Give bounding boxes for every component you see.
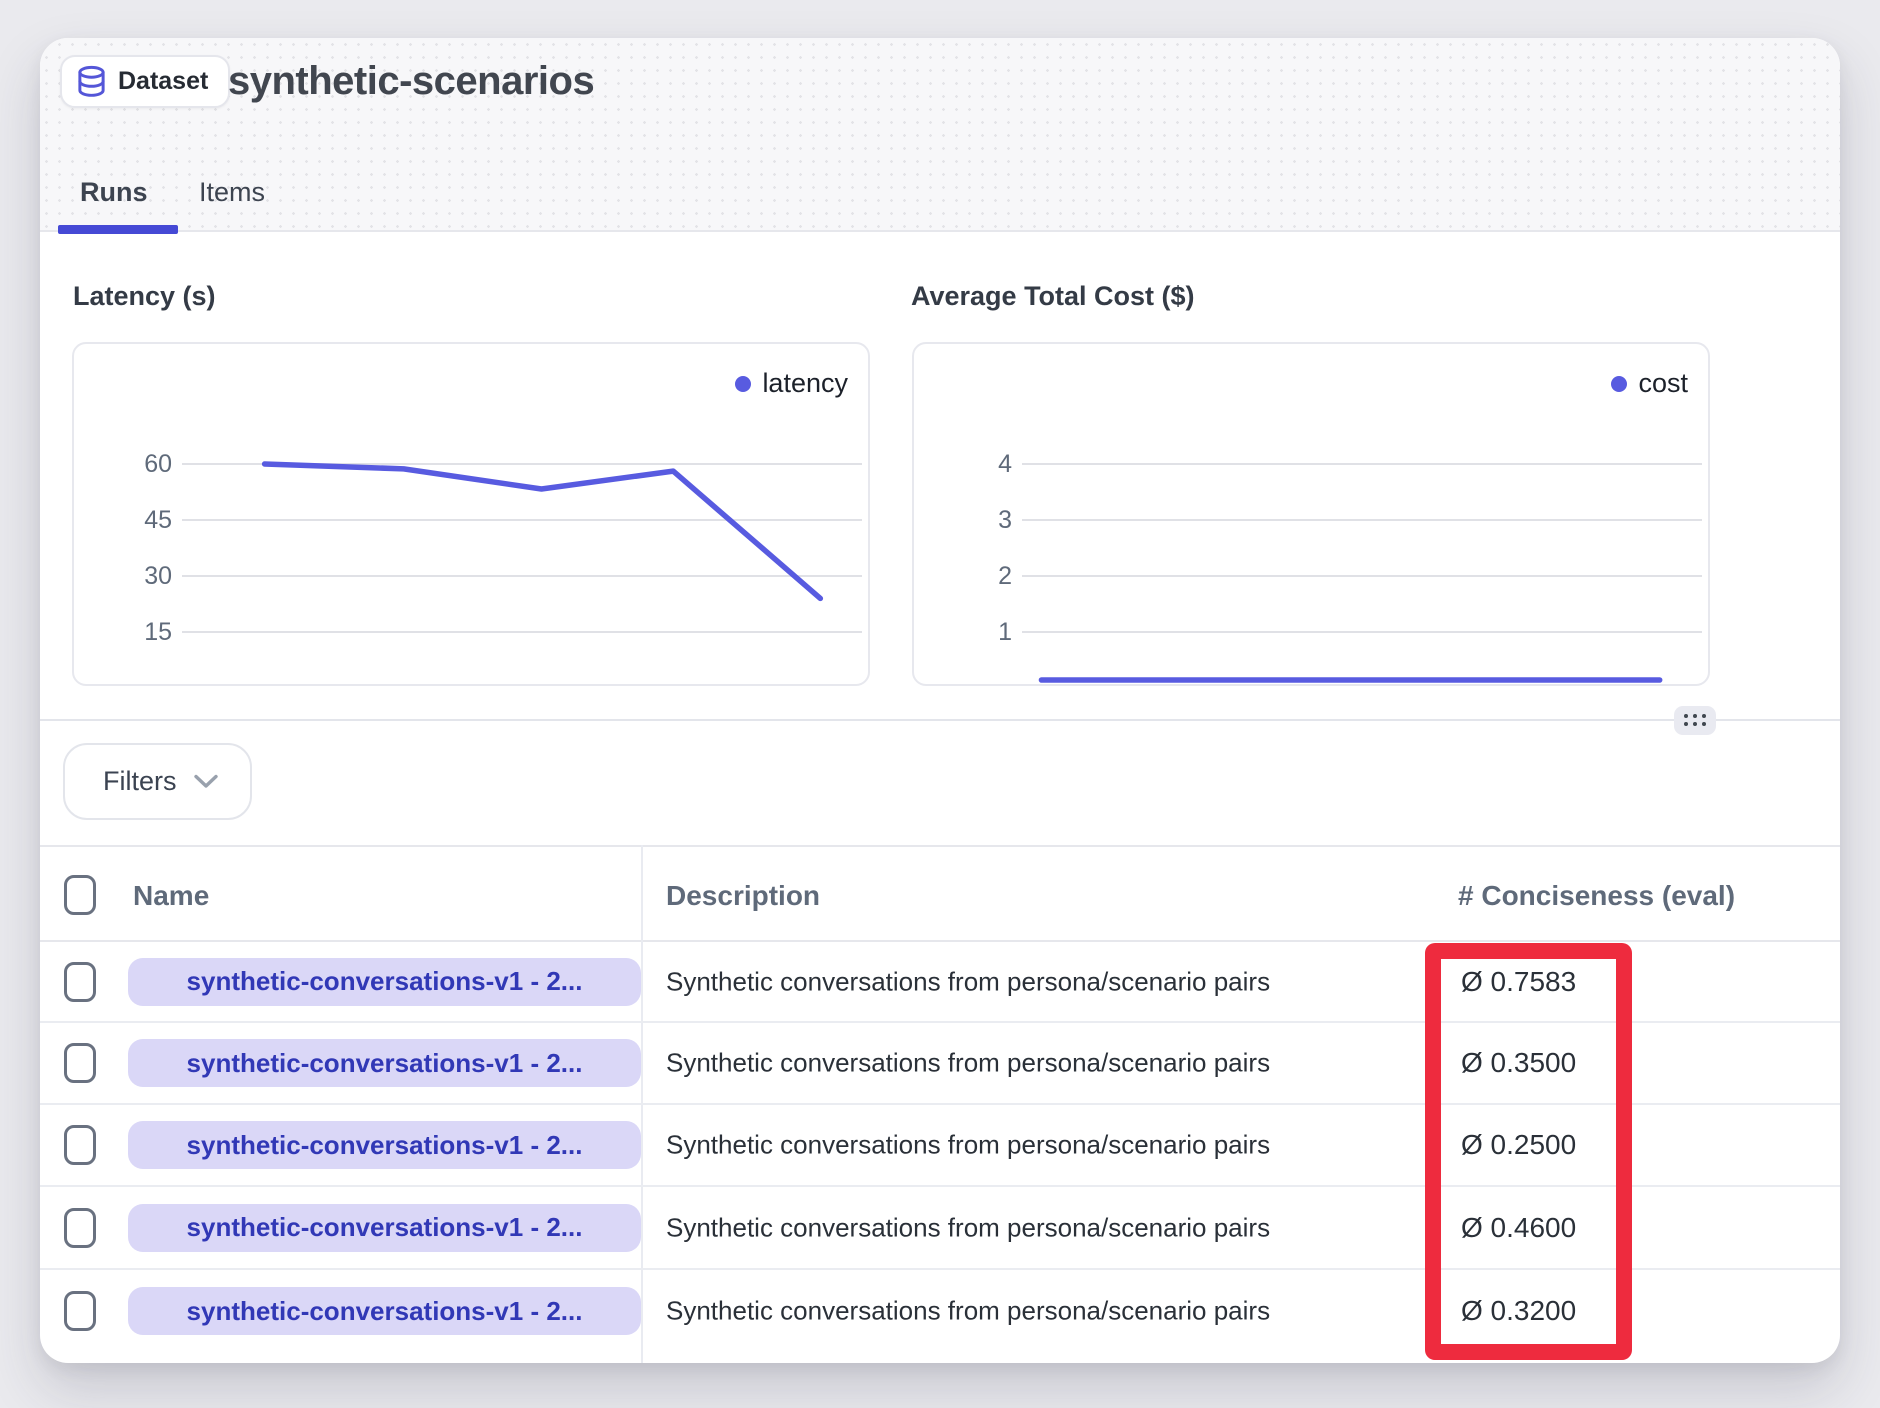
run-name-pill[interactable]: synthetic-conversations-v1 - 2...	[128, 958, 641, 1006]
row-checkbox[interactable]	[64, 962, 96, 1002]
table-row: synthetic-conversations-v1 - 2... Synthet…	[40, 1187, 1840, 1270]
y-axis-tick-label: 60	[74, 448, 172, 480]
table-row: synthetic-conversations-v1 - 2... Synthet…	[40, 942, 1840, 1023]
y-axis-tick-label: 2	[914, 560, 1012, 592]
cost-legend-label: cost	[1638, 368, 1688, 399]
run-description: Synthetic conversations from persona/sce…	[666, 1130, 1270, 1161]
cost-chart-title: Average Total Cost ($)	[911, 281, 1195, 312]
conciseness-value: Ø 0.3200	[1461, 1295, 1576, 1327]
run-name-label: synthetic-conversations-v1 - 2...	[187, 1130, 583, 1161]
database-icon	[76, 65, 107, 99]
active-tab-indicator	[58, 225, 178, 234]
latency-chart-title: Latency (s)	[73, 281, 216, 312]
grip-dots-icon	[1684, 714, 1707, 727]
table-body: synthetic-conversations-v1 - 2... Synthet…	[40, 942, 1840, 1363]
y-axis-tick-label: 15	[74, 616, 172, 648]
row-checkbox[interactable]	[64, 1291, 96, 1331]
filters-button-label: Filters	[103, 766, 177, 797]
table-row: synthetic-conversations-v1 - 2... Synthet…	[40, 1270, 1840, 1363]
chevron-down-icon	[194, 774, 218, 789]
charts-table-divider	[40, 719, 1840, 721]
badge-label: Dataset	[118, 67, 208, 96]
latency-legend-label: latency	[762, 368, 848, 399]
run-description: Synthetic conversations from persona/sce…	[666, 1048, 1270, 1079]
cost-chart: cost 4 3 2 1	[912, 342, 1710, 686]
cost-legend: cost	[1611, 368, 1688, 399]
dataset-card: Dataset synthetic-scenarios Runs Items L…	[40, 38, 1840, 1363]
column-header-name[interactable]: Name	[133, 847, 209, 944]
cost-legend-dot-icon	[1611, 376, 1627, 392]
conciseness-value: Ø 0.2500	[1461, 1129, 1576, 1161]
page-title: synthetic-scenarios	[228, 59, 594, 104]
y-axis-tick-label: 4	[914, 448, 1012, 480]
run-description: Synthetic conversations from persona/sce…	[666, 966, 1270, 997]
run-name-pill[interactable]: synthetic-conversations-v1 - 2...	[128, 1039, 641, 1087]
run-name-pill[interactable]: synthetic-conversations-v1 - 2...	[128, 1121, 641, 1169]
column-header-conciseness[interactable]: # Conciseness (eval)	[1458, 847, 1735, 944]
filters-button[interactable]: Filters	[63, 743, 252, 820]
latency-chart: latency 60 45 30 15	[72, 342, 870, 686]
conciseness-value: Ø 0.4600	[1461, 1212, 1576, 1244]
run-name-pill[interactable]: synthetic-conversations-v1 - 2...	[128, 1204, 641, 1252]
run-name-label: synthetic-conversations-v1 - 2...	[187, 1212, 583, 1243]
run-name-label: synthetic-conversations-v1 - 2...	[187, 1296, 583, 1327]
y-axis-tick-label: 3	[914, 504, 1012, 536]
tab-runs[interactable]: Runs	[80, 177, 148, 208]
tab-items[interactable]: Items	[199, 177, 265, 208]
column-header-description[interactable]: Description	[666, 847, 820, 944]
select-all-checkbox[interactable]	[64, 875, 96, 915]
conciseness-value: Ø 0.7583	[1461, 966, 1576, 998]
y-axis-tick-label: 30	[74, 560, 172, 592]
latency-legend: latency	[735, 368, 848, 399]
table-row: synthetic-conversations-v1 - 2... Synthet…	[40, 1105, 1840, 1187]
table-row: synthetic-conversations-v1 - 2... Synthet…	[40, 1023, 1840, 1105]
row-checkbox[interactable]	[64, 1208, 96, 1248]
row-checkbox[interactable]	[64, 1125, 96, 1165]
table-header-row: Name Description # Conciseness (eval)	[40, 845, 1840, 942]
resize-grip-handle[interactable]	[1674, 706, 1716, 735]
y-axis-tick-label: 1	[914, 616, 1012, 648]
run-description: Synthetic conversations from persona/sce…	[666, 1296, 1270, 1327]
run-name-pill[interactable]: synthetic-conversations-v1 - 2...	[128, 1287, 641, 1335]
dataset-type-badge: Dataset	[60, 55, 230, 108]
row-checkbox[interactable]	[64, 1043, 96, 1083]
run-name-label: synthetic-conversations-v1 - 2...	[187, 1048, 583, 1079]
conciseness-value: Ø 0.3500	[1461, 1047, 1576, 1079]
run-description: Synthetic conversations from persona/sce…	[666, 1212, 1270, 1243]
y-axis-tick-label: 45	[74, 504, 172, 536]
run-name-label: synthetic-conversations-v1 - 2...	[187, 966, 583, 997]
page: Dataset synthetic-scenarios Runs Items L…	[0, 0, 1880, 1408]
latency-legend-dot-icon	[735, 376, 751, 392]
